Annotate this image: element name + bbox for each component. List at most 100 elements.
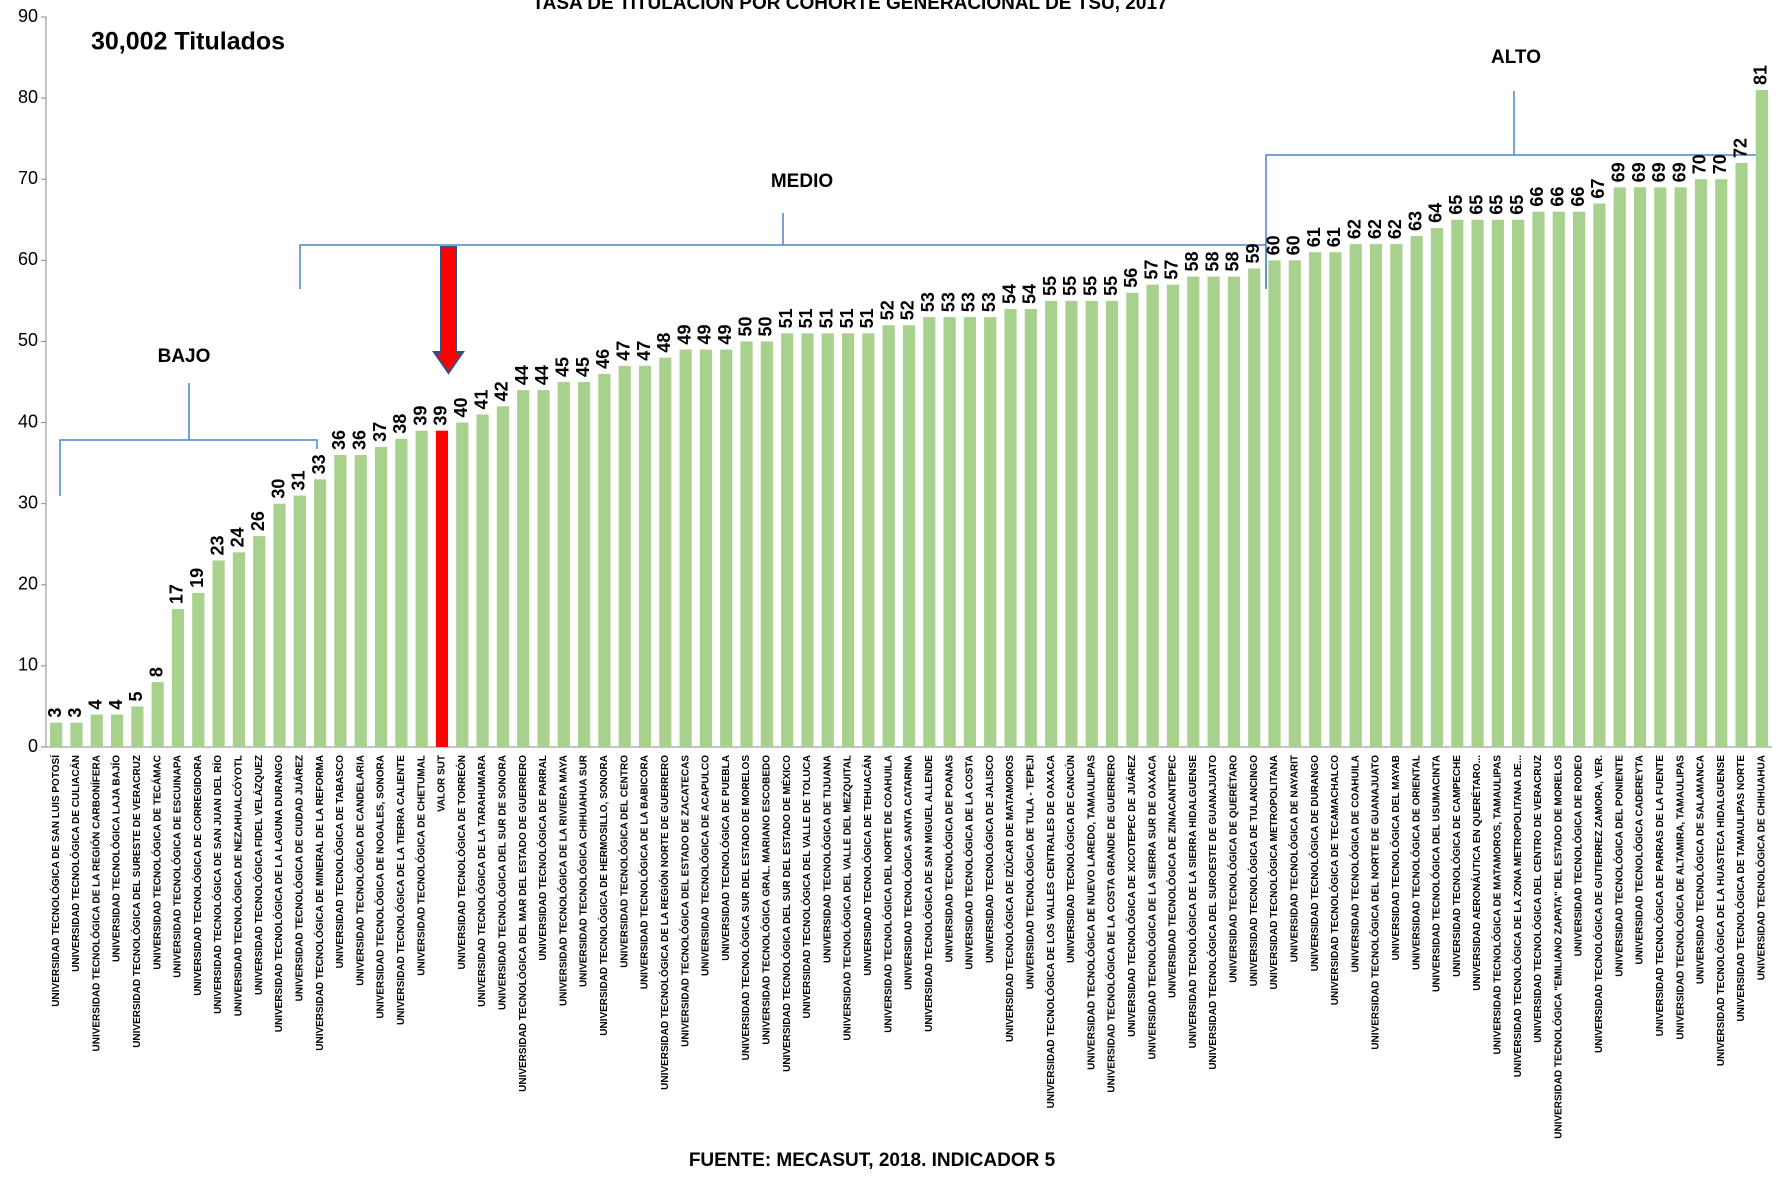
value-label: 38 xyxy=(390,414,410,434)
bar xyxy=(841,333,855,747)
x-tick-label: UNIVERSIDAD TECNOLÓGICA DE MATAMOROS, TA… xyxy=(1491,755,1504,1055)
x-tick-label: UNIVERSIDAD TECNOLÓGICA DEL NORTE DE GUA… xyxy=(1369,755,1382,1050)
value-label: 72 xyxy=(1730,138,1750,158)
bar xyxy=(232,552,245,747)
bar xyxy=(578,382,591,747)
x-tick-label: UNIVERSIDAD TECNOLÓGICA GRAL. MARIANO ES… xyxy=(759,755,772,1045)
value-label: 65 xyxy=(1487,195,1507,215)
value-label: 41 xyxy=(471,389,491,409)
bar xyxy=(1613,187,1626,748)
value-label: 67 xyxy=(1588,179,1608,199)
x-tick-label: UNIVERSIDAD TECNOLÓGICA DE IZÚCAR DE MAT… xyxy=(1003,755,1016,1042)
bar xyxy=(1369,244,1383,747)
value-label: 64 xyxy=(1426,203,1446,223)
bar xyxy=(1451,219,1464,747)
x-tick-label: UNIVERSIDAD TECNOLÓGICA DE NUEVO LAREDO,… xyxy=(1084,755,1097,1070)
x-tick-label: UNIVERSIDAD TECNOLÓGICA DE ACAPULCO xyxy=(699,755,712,976)
alto-label: ALTO xyxy=(1491,47,1541,68)
value-label: 45 xyxy=(573,357,593,377)
x-tick-label: UNIVERSIDAD TECNOLÓGICA DEL SUROESTE DE … xyxy=(1206,755,1219,1070)
value-label: 69 xyxy=(1629,162,1649,182)
bar xyxy=(537,390,550,747)
x-tick-label: UNIVERSIDAD TECNOLÓGICA DE GUTIERREZ ZAM… xyxy=(1592,755,1605,1053)
bar xyxy=(557,382,570,747)
value-label: 66 xyxy=(1548,187,1568,207)
bar xyxy=(598,373,611,747)
x-tick-label: UNIVERSIDAD TECNOLÓGICA DE LA LAGUNA DUR… xyxy=(272,755,285,1032)
bar xyxy=(1065,300,1078,747)
x-tick-label: UNIVERSIDAD TECNOLÓGICA DE LA REGIÓN CAR… xyxy=(89,755,102,1052)
bar xyxy=(1593,203,1606,748)
value-label: 52 xyxy=(877,300,897,320)
x-tick-label: UNIVERSIDAD TECNOLÓGICA DE SALAMANCA xyxy=(1694,755,1707,984)
x-tick-label: UNIVERSIDAD TECNOLÓGICA DE CHIHUAHUA xyxy=(1754,755,1767,980)
x-tick-label: VALOR SUT xyxy=(437,755,448,812)
x-tick-label: UNIVERSIDAD TECNOLÓGICA DE ESCUINAPA xyxy=(171,755,184,978)
x-tick-label: UNIVERSIDAD TECNOLÓGICA DEL MAYAB xyxy=(1389,755,1402,960)
x-tick-label: UNIVERSIDAD TECNOLÓGICA DE LA SIERRA HID… xyxy=(1186,755,1199,1049)
value-label: 3 xyxy=(65,708,85,718)
y-tick-label: 30 xyxy=(18,492,38,512)
x-tick-label: UNIVERSIDAD TECNOLÓGICA DEL USUMACINTA xyxy=(1430,755,1443,992)
bar xyxy=(740,341,753,747)
x-tick-label: UNIVERSIDAD TECNOLÓGICA FIDEL VELÁZQUEZ xyxy=(252,755,265,995)
x-tick-label: UNIVERSIDAD TECNOLÓGICA METROPOLITANA xyxy=(1267,755,1280,989)
bar xyxy=(1126,292,1139,747)
bar xyxy=(1694,179,1708,747)
value-label: 62 xyxy=(1385,219,1405,239)
x-tick-label: UNIVERSIDAD TECNOLÓGICA DEL VALLE DEL ME… xyxy=(841,755,854,1041)
bar xyxy=(1085,300,1098,747)
value-label: 69 xyxy=(1669,162,1689,182)
x-tick-label: UNIVERSIDAD TECNOLÓGICA CHIHUAHUA SUR xyxy=(577,754,590,987)
x-tick-label: UNIVERSIDAD TECNOLÓGICA DE TULA - TEPEJI xyxy=(1023,755,1036,989)
value-label: 61 xyxy=(1324,227,1344,247)
bar xyxy=(1227,276,1240,747)
value-label: 51 xyxy=(857,308,877,328)
x-tick-label: UNIVERSIDAD TECNOLÓGICA DE CANDELARIA xyxy=(353,755,366,986)
bar xyxy=(618,365,631,747)
bar xyxy=(192,592,205,747)
x-tick-label: UNIVERSIDAD TECNOLÓGICA "EMILIANO ZAPATA… xyxy=(1551,755,1564,1139)
y-tick-label: 80 xyxy=(18,87,38,107)
bar xyxy=(1755,90,1768,747)
value-label: 55 xyxy=(1060,276,1080,296)
value-label: 65 xyxy=(1507,195,1527,215)
y-tick-label: 60 xyxy=(18,249,38,269)
bar xyxy=(984,317,997,747)
bar xyxy=(1207,276,1220,747)
medio-label: MEDIO xyxy=(771,171,833,192)
bar xyxy=(1146,284,1159,747)
x-tick-label: UNIVERSIDAD TECNOLÓGICA DE HERMOSILLO, S… xyxy=(597,755,610,1036)
x-tick-label: UNIVERSIDAD TECNOLÓGICA SANTA CATARINA xyxy=(902,755,915,990)
x-tick-label: UNIVERSIDAD TECNOLÓGICA DE TIJUANA xyxy=(820,755,833,963)
value-label: 69 xyxy=(1649,162,1669,182)
value-label: 44 xyxy=(532,365,552,385)
y-tick-label: 90 xyxy=(18,6,38,26)
bar xyxy=(456,422,469,747)
bar xyxy=(1491,219,1504,747)
bar xyxy=(50,722,63,747)
value-label: 56 xyxy=(1121,268,1141,288)
value-label: 44 xyxy=(512,365,532,385)
value-label: 66 xyxy=(1527,187,1547,207)
value-label: 55 xyxy=(1040,276,1060,296)
x-tick-label: UNIVERSIDAD TECNOLÓGICA DE PUEBLA xyxy=(719,755,732,961)
bar xyxy=(1633,187,1647,748)
bar xyxy=(882,325,895,747)
bar xyxy=(1512,219,1525,747)
value-label: 51 xyxy=(817,308,837,328)
bar xyxy=(1329,252,1342,747)
bar xyxy=(1045,300,1058,747)
x-tick-label: UNIVERSIDAD TECNOLÓGICA DE ORIENTAL xyxy=(1409,755,1422,970)
x-tick-label: UNIVERSIDAD TECNOLÓGICA DE NEZAHUALCÓYOT… xyxy=(232,755,245,1016)
bar xyxy=(273,503,286,747)
value-label: 24 xyxy=(228,527,248,547)
bar xyxy=(1532,211,1545,747)
x-tick-label: UNIVERSIDAD TECNOLÓGICA DE CANCÚN xyxy=(1064,755,1077,963)
bar xyxy=(963,317,977,747)
value-label: 50 xyxy=(735,316,755,336)
x-tick-label: UNIVERSIDAD TECNOLÓGICA DEL SURESTE DE V… xyxy=(130,755,143,1048)
value-label: 60 xyxy=(1284,235,1304,255)
value-label: 55 xyxy=(1101,276,1121,296)
